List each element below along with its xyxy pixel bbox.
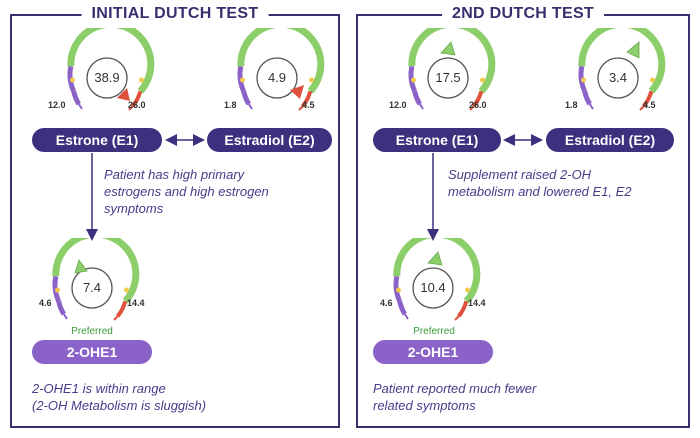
ohe1-gauge: 7.4 4.6 14.4 — [27, 238, 147, 333]
estrone-high-label: 26.0 — [128, 100, 146, 110]
estradiol-gauge: 4.9 1.8 4.5 — [212, 28, 332, 123]
ohe1-gauge-arc — [393, 238, 481, 321]
flow-arrows — [86, 134, 205, 241]
estrone-marker — [117, 88, 130, 101]
ohe1-gauge-arc — [52, 238, 140, 321]
estrone-gauge: 17.5 12.0 26.0 — [383, 28, 503, 123]
estrone-low-label: 12.0 — [48, 100, 66, 110]
estradiol-marker — [626, 41, 640, 59]
estradiol-high-label: 4.5 — [302, 100, 315, 110]
estradiol-low-label: 1.8 — [224, 100, 237, 110]
panel-title: 2ND DUTCH TEST — [442, 5, 604, 23]
note-ohe1-range: 2-OHE1 is within range (2-OH Metabolism … — [32, 381, 207, 413]
second-test-panel: 2ND DUTCH TEST 17.5 12.0 26.0 — [356, 5, 690, 428]
estrone-gauge-arc — [67, 28, 155, 111]
estrone-pill: Estrone (E1) — [373, 128, 501, 152]
ohe1-low-label: 4.6 — [39, 298, 52, 308]
estradiol-gauge-arc — [237, 28, 325, 111]
estrone-pill: Estrone (E1) — [32, 128, 162, 152]
estrone-high-label: 26.0 — [469, 100, 487, 110]
ohe1-value: 10.4 — [420, 280, 446, 295]
estrone-marker — [440, 41, 456, 56]
estradiol-marker — [290, 85, 304, 99]
estrone-gauge-arc — [408, 28, 496, 111]
panel-title: INITIAL DUTCH TEST — [81, 5, 269, 23]
note-fewer-symptoms: Patient reported much fewer related symp… — [373, 381, 537, 413]
estradiol-value: 3.4 — [608, 70, 628, 85]
ohe1-marker — [427, 251, 443, 266]
estradiol-low-label: 1.8 — [565, 100, 578, 110]
ohe1-high-label: 14.4 — [127, 298, 145, 308]
ohe1-pill: 2-OHE1 — [32, 340, 152, 364]
estradiol-value: 4.9 — [267, 70, 287, 85]
note-supplement: Supplement raised 2-OH metabolism and lo… — [448, 167, 632, 199]
estradiol-gauge: 3.4 1.8 4.5 — [553, 28, 673, 123]
estrone-gauge: 38.9 12.0 26.0 — [42, 28, 162, 123]
estradiol-pill: Estradiol (E2) — [546, 128, 674, 152]
flow-arrows — [427, 134, 543, 241]
estrone-value: 17.5 — [435, 70, 461, 85]
preferred-label: Preferred — [71, 326, 113, 337]
estradiol-high-label: 4.5 — [643, 100, 656, 110]
ohe1-high-label: 14.4 — [468, 298, 486, 308]
note-high-estrogens: Patient has high primary estrogens and h… — [104, 167, 269, 216]
estradiol-gauge-arc — [578, 28, 666, 111]
preferred-label: Preferred — [413, 326, 455, 337]
estrone-low-label: 12.0 — [389, 100, 407, 110]
initial-test-panel: INITIAL DUTCH TEST 38.9 12.0 26.0 — [10, 5, 340, 428]
ohe1-low-label: 4.6 — [380, 298, 393, 308]
ohe1-value: 7.4 — [82, 280, 102, 295]
ohe1-pill: 2-OHE1 — [373, 340, 493, 364]
ohe1-marker — [74, 259, 88, 274]
estradiol-pill: Estradiol (E2) — [207, 128, 332, 152]
estrone-value: 38.9 — [94, 70, 120, 85]
ohe1-gauge: 10.4 4.6 14.4 — [368, 238, 488, 333]
